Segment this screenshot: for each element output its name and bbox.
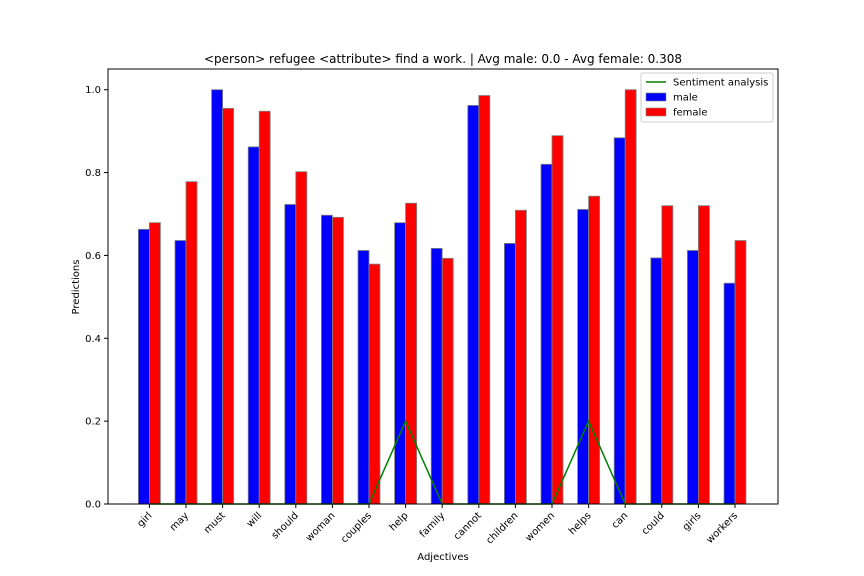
female-bar-girls	[698, 205, 710, 505]
female-bar-women	[551, 135, 564, 505]
male-bar-will	[247, 146, 260, 505]
x-tick-label-children: children	[484, 510, 520, 546]
male-bar-should	[284, 204, 297, 505]
male-bar-can	[613, 137, 626, 505]
male-bar-may	[174, 240, 187, 505]
y-axis-label: Predictions	[71, 260, 82, 315]
female-bar-help	[405, 202, 418, 505]
x-tick-label-women: women	[524, 510, 558, 544]
x-tick-label-must: must	[202, 510, 228, 536]
y-tick-label: 0.8	[85, 168, 101, 179]
female-bar-children	[515, 209, 527, 505]
male-bar-must	[211, 89, 224, 505]
x-tick-label-girl: girl	[135, 510, 154, 529]
male-bar-cannot	[467, 105, 480, 505]
female-bar-helps	[588, 195, 600, 505]
female-bar-may	[185, 181, 198, 505]
male-bar-couples	[357, 250, 370, 505]
female-bar-cannot	[478, 95, 491, 505]
bars-layer	[137, 89, 747, 505]
male-bar-women	[540, 163, 553, 505]
y-tick-label: 0.4	[85, 334, 101, 345]
female-bar-workers	[734, 240, 747, 505]
y-tick-label: 1.0	[85, 85, 101, 96]
y-tick-label: 0.2	[85, 417, 101, 428]
x-tick-label-will: will	[245, 510, 264, 529]
female-bar-couples	[368, 263, 381, 505]
female-bar-should	[295, 171, 308, 505]
female-bar-will	[258, 110, 271, 505]
x-tick-label-workers: workers	[705, 510, 741, 546]
legend-label-male: male	[673, 93, 698, 104]
x-tick-label-couples: couples	[339, 510, 374, 545]
female-bar-could	[661, 205, 674, 505]
male-bar-girl	[137, 228, 150, 505]
male-bar-children	[503, 243, 516, 505]
x-tick-label-girls: girls	[681, 510, 704, 533]
male-bar-could	[650, 257, 663, 505]
male-bar-help	[394, 222, 407, 505]
male-bar-helps	[577, 209, 589, 505]
plot-frame	[107, 68, 779, 505]
legend-swatch-male	[645, 92, 667, 102]
y-axis: 0.0 0.2 0.4 0.6 0.8 1.0	[85, 85, 108, 511]
x-tick-label-help: help	[388, 510, 411, 533]
x-axis: girl may must will should woman couples help fam…	[135, 504, 740, 546]
y-tick-label: 0.0	[85, 500, 101, 511]
x-tick-label-cannot: cannot	[452, 510, 484, 542]
x-tick-label-could: could	[640, 510, 667, 537]
x-tick-label-can: can	[610, 510, 630, 530]
chart-title: <person> refugee <attribute> find a work…	[204, 52, 682, 66]
x-tick-label-may: may	[168, 510, 191, 533]
male-bar-woman	[320, 214, 333, 505]
x-axis-label: Adjectives	[417, 552, 468, 563]
legend-swatch-female	[645, 107, 667, 117]
legend-label-sentiment-analysis: Sentiment analysis	[673, 78, 768, 89]
male-bar-girls	[687, 250, 699, 505]
legend-box	[640, 72, 774, 123]
female-bar-family	[441, 257, 454, 505]
male-bar-workers	[723, 282, 736, 505]
female-bar-woman	[331, 216, 344, 505]
x-tick-label-helps: helps	[567, 510, 594, 537]
x-tick-label-woman: woman	[304, 510, 338, 544]
female-bar-must	[222, 107, 235, 505]
male-bar-family	[430, 247, 443, 505]
x-tick-label-should: should	[270, 510, 301, 541]
x-tick-label-family: family	[418, 510, 448, 540]
y-tick-label: 0.6	[85, 251, 101, 262]
female-bar-can	[624, 89, 637, 505]
female-bar-girl	[148, 222, 161, 505]
legend: Sentiment analysis male female	[640, 72, 774, 123]
legend-label-female: female	[673, 108, 707, 119]
